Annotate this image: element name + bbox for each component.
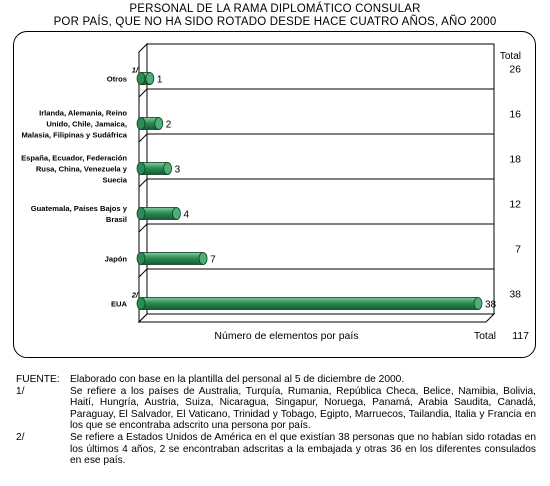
totals-header: Total — [500, 51, 521, 62]
note-source: FUENTE: Elaborado con base en la plantil… — [16, 374, 536, 386]
grand-total-value: 117 — [512, 330, 529, 342]
data-label: 1 — [157, 75, 163, 86]
note-text: Elaborado con base en la plantilla del p… — [70, 374, 405, 385]
total-value: 7 — [515, 244, 521, 256]
gridline-depth — [138, 268, 148, 278]
category-label: Suecia — [103, 176, 128, 185]
category-label: España, Ecuador, Federación — [21, 154, 127, 163]
category-label: Otros — [107, 75, 127, 84]
total-value: 26 — [509, 64, 521, 76]
bar — [140, 252, 204, 265]
bar-base-cap — [136, 162, 146, 175]
total-value: 16 — [509, 109, 521, 121]
category-label: Brasil — [106, 215, 127, 224]
category-label: Japón — [105, 255, 128, 264]
chart-frame: Total 1 26 Otros 1/2 16 Irlanda, Alemania, Rei… — [13, 31, 536, 358]
bar-base-cap — [136, 207, 146, 220]
note-text: Se refiere a los países de Australia, Tu… — [70, 385, 536, 432]
grand-total-label: Total — [474, 330, 496, 342]
bar-end-cap — [198, 252, 208, 265]
bar-end-cap — [145, 72, 155, 85]
bar-end-cap — [163, 162, 173, 175]
note-2: 2/ Se refiere a Estados Unidos de Améric… — [16, 432, 536, 467]
bar — [140, 297, 479, 310]
x-axis-label: Número de elementos por país — [214, 330, 358, 342]
footnotes: FUENTE: Elaborado con base en la plantil… — [16, 374, 536, 467]
bar-base-cap — [136, 297, 146, 310]
chart-title-line2: POR PAÍS, QUE NO HA SIDO ROTADO DESDE HA… — [53, 16, 497, 28]
category-label: Irlanda, Alemania, Reino — [39, 109, 127, 118]
note-1: 1/ Se refiere a los países de Australia,… — [16, 386, 536, 432]
note-text: Se refiere a Estados Unidos de América e… — [70, 431, 536, 467]
data-label: 38 — [485, 300, 497, 311]
gridline-depth — [138, 223, 148, 233]
category-label: Malasia, Filipinas y Sudáfrica — [21, 131, 127, 140]
floor — [137, 313, 496, 323]
bar — [140, 207, 177, 220]
data-label: 3 — [175, 165, 181, 176]
note-key: 2/ — [16, 431, 25, 443]
bar-base-cap — [136, 117, 146, 130]
data-label: 7 — [210, 255, 216, 266]
note-key: 1/ — [16, 385, 25, 397]
total-value: 18 — [509, 154, 521, 166]
category-label: Guatemala, Países Bajos y — [31, 204, 128, 213]
chart-title-line1: PERSONAL DE LA RAMA DIPLOMÁTICO CONSULAR — [129, 3, 421, 15]
gridline-depth — [138, 133, 148, 143]
total-value: 38 — [509, 289, 521, 301]
bar-chart: Total 1 26 Otros 1/2 16 Irlanda, Alemania, Rei… — [21, 42, 529, 342]
bar-end-cap — [154, 117, 164, 130]
data-label: 2 — [166, 120, 172, 131]
bar-base-cap — [136, 72, 146, 85]
bar-base-cap — [136, 252, 146, 265]
bar-end-cap — [473, 297, 483, 310]
category-note: 2/ — [131, 291, 139, 300]
total-value: 12 — [509, 199, 521, 211]
note-key: FUENTE: — [16, 374, 60, 385]
data-label: 4 — [183, 210, 189, 221]
category-label: Unido, Chile, Jamaica, — [46, 120, 127, 129]
category-note: 1/ — [132, 66, 139, 75]
gridline-depth — [138, 178, 148, 188]
category-label: Rusa, China, Venezuela y — [36, 165, 128, 174]
category-label: EUA — [111, 300, 128, 309]
bar-end-cap — [172, 207, 181, 220]
gridline-depth — [138, 88, 148, 98]
